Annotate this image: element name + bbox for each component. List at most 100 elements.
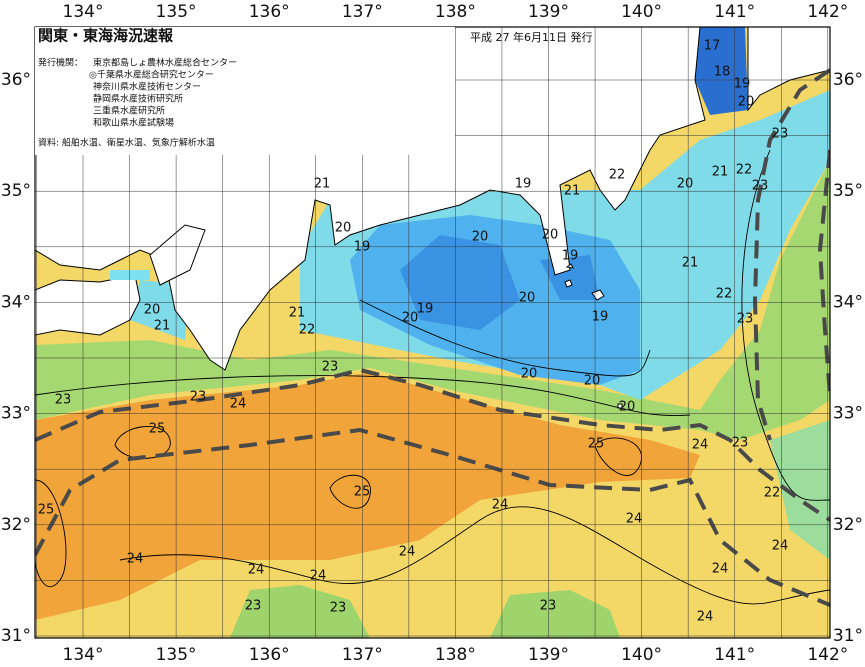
isotherm-label: 20 (144, 303, 161, 318)
isotherm-label: 21 (314, 177, 331, 192)
isotherm-label: 23 (55, 393, 72, 408)
isotherm-label: 23 (245, 599, 262, 614)
izu-islands (564, 263, 623, 409)
isotherm (594, 437, 643, 476)
isotherm-label: 21 (154, 319, 171, 334)
isotherm-label: 24 (712, 562, 729, 577)
longitude-label-bottom: 139° (528, 645, 569, 665)
water-25 (35, 372, 700, 620)
issuer: 神奈川県水産技術センター (93, 81, 201, 93)
isotherm-label: 23 (190, 390, 207, 405)
isotherm-label: 24 (230, 397, 247, 412)
longitude-label-bottom: 138° (435, 645, 476, 665)
sources: 資料: 船舶水温、衛星水温、気象庁解析水温 (38, 137, 215, 149)
isotherm-label: 22 (299, 323, 316, 338)
isotherm-label: 22 (764, 486, 781, 501)
isotherm (119, 506, 830, 605)
isotherm-label: 24 (626, 512, 643, 527)
latitude-label-left: 36° (1, 70, 31, 90)
isotherm-label: 24 (772, 539, 789, 554)
info-box (35, 27, 455, 155)
isotherm-label: 20 (519, 291, 536, 306)
land-shikoku (35, 274, 141, 336)
isotherm-label: 21 (712, 165, 729, 180)
issuer: 静岡県水産技術研究所 (93, 93, 183, 105)
longitude-label-bottom: 136° (249, 645, 290, 665)
isotherm-label: 22 (716, 287, 733, 302)
longitude-label-bottom: 142° (807, 645, 848, 665)
isotherm (359, 299, 651, 377)
water-22 (35, 160, 830, 440)
issuer: ◎千葉県水産総合研究センター (89, 69, 214, 81)
isotherm (329, 474, 371, 509)
latitude-label-right: 33° (833, 404, 863, 424)
longitude-label-top: 138° (435, 2, 476, 22)
land-awaji (149, 224, 206, 286)
latitude-label-left: 32° (1, 515, 31, 535)
latitude-label-right: 36° (833, 70, 863, 90)
issuer: 東京都島しょ農林水産総合センター (93, 57, 237, 69)
isotherm-label: 20 (335, 221, 352, 236)
isotherm-label: 19 (417, 302, 434, 317)
isotherm-label: 21 (682, 256, 699, 271)
isotherm-label: 17 (704, 39, 721, 54)
kuroshio-east-edge (817, 149, 830, 396)
isotherm-label: 25 (38, 503, 55, 518)
isotherm-label: 23 (322, 360, 339, 375)
latitude-label-right: 32° (833, 515, 863, 535)
kuroshio-east-edge (752, 68, 830, 441)
isotherm-label: 23 (737, 312, 754, 327)
isotherm-label: 20 (521, 367, 538, 382)
isotherm-label: 22 (609, 168, 626, 183)
longitude-label-bottom: 140° (621, 645, 662, 665)
isotherm-label: 20 (402, 311, 419, 326)
isotherm-label: 20 (542, 228, 559, 243)
isotherm-label: 20 (677, 177, 694, 192)
isotherm-label: 22 (736, 163, 753, 178)
isotherm-label: 24 (310, 569, 327, 584)
kuroshio-south-edge (35, 427, 830, 607)
water-19 (400, 235, 600, 330)
kuroshio-axis (35, 68, 830, 607)
longitude-label-bottom: 134° (63, 645, 104, 665)
longitude-label-top: 139° (528, 2, 569, 22)
issuer: 和歌山県水産試験場 (93, 117, 174, 129)
latitude-label-left: 33° (1, 404, 31, 424)
isotherm-label: 24 (248, 563, 265, 578)
isotherm-label: 24 (692, 438, 709, 453)
latitude-label-right: 34° (833, 292, 863, 312)
longitude-label-bottom: 135° (156, 645, 197, 665)
longitude-label-top: 137° (342, 2, 383, 22)
longitude-label-top: 141° (714, 2, 755, 22)
isotherm-label: 20 (584, 374, 601, 389)
isotherm-label: 18 (714, 65, 731, 80)
isotherm-label: 23 (330, 601, 347, 616)
issue-date: 平成 27 年6月11日 発行 (470, 30, 592, 44)
isotherm (35, 479, 67, 588)
isotherm-label: 19 (592, 310, 609, 325)
latitude-label-left: 31° (1, 626, 31, 646)
isotherm-label: 19 (515, 177, 532, 192)
isotherm-label: 20 (619, 400, 636, 415)
latitude-label-right: 31° (833, 626, 863, 646)
isotherm-label: 25 (588, 437, 605, 452)
isotherm-label: 20 (738, 95, 755, 110)
longitude-label-top: 140° (621, 2, 662, 22)
issuers-label: 発行機関： (38, 57, 83, 69)
map-title: 関東・東海海況速報 (38, 27, 174, 45)
longitude-label-top: 135° (156, 2, 197, 22)
latitude-label-left: 35° (1, 181, 31, 201)
isotherm-label: 23 (772, 127, 789, 142)
isotherm-label: 23 (540, 599, 557, 614)
isotherm-label: 24 (399, 545, 416, 560)
isotherm (35, 375, 691, 416)
isotherm (741, 149, 830, 501)
isotherm-label: 23 (732, 436, 749, 451)
isotherm-label: 19 (562, 249, 579, 264)
longitude-label-top: 134° (63, 2, 104, 22)
isotherm-label: 21 (564, 184, 581, 199)
isotherm-label: 19 (734, 77, 751, 92)
longitude-label-bottom: 141° (714, 645, 755, 665)
latitude-label-right: 35° (833, 181, 863, 201)
